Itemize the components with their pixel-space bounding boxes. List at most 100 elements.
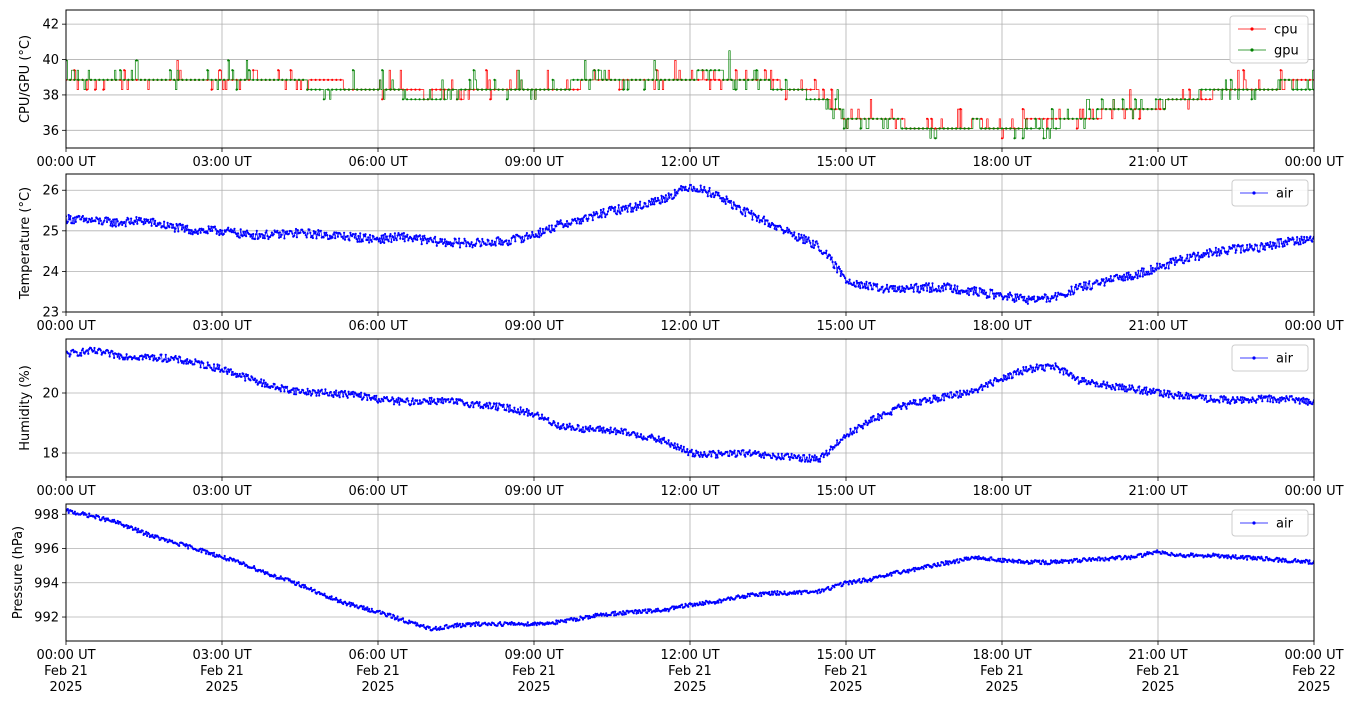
- data-point: [250, 233, 253, 236]
- data-point: [743, 594, 746, 597]
- data-point: [294, 393, 298, 396]
- data-point: [184, 545, 187, 548]
- data-point: [286, 385, 289, 388]
- data-point: [558, 222, 562, 225]
- data-point: [700, 453, 703, 456]
- data-point: [970, 388, 973, 391]
- x-tick-label-line: 12:00 UT: [660, 319, 719, 334]
- data-point: [1185, 257, 1188, 260]
- data-point: [1280, 560, 1283, 563]
- data-point: [556, 220, 559, 223]
- data-point: [564, 88, 567, 91]
- data-point: [108, 218, 111, 221]
- data-point: [398, 403, 401, 406]
- data-point: [714, 456, 718, 459]
- data-point: [731, 207, 734, 210]
- data-point: [125, 353, 128, 356]
- data-point: [1221, 88, 1224, 91]
- data-point: [1263, 245, 1266, 248]
- data-point: [606, 428, 609, 431]
- data-point: [416, 399, 419, 402]
- data-point: [77, 78, 80, 81]
- data-point: [106, 349, 109, 352]
- data-point: [293, 393, 296, 396]
- data-point: [1025, 365, 1028, 369]
- data-point: [1100, 385, 1103, 388]
- data-point: [210, 88, 213, 91]
- data-point: [1059, 561, 1062, 564]
- data-point: [489, 98, 492, 101]
- data-point: [365, 393, 368, 396]
- data-point: [926, 283, 930, 287]
- data-point: [1123, 390, 1127, 393]
- data-point: [1073, 376, 1076, 379]
- data-point: [992, 292, 995, 295]
- data-point: [1096, 279, 1099, 282]
- data-point: [512, 623, 515, 626]
- data-point: [889, 571, 892, 574]
- data-point: [1081, 286, 1084, 289]
- data-point: [1181, 394, 1184, 397]
- data-point: [877, 418, 881, 422]
- data-point: [674, 446, 677, 449]
- data-point: [1304, 402, 1308, 405]
- data-point: [852, 281, 856, 284]
- data-point: [543, 231, 546, 234]
- data-point: [991, 288, 994, 292]
- data-point: [1238, 399, 1242, 402]
- data-point: [902, 289, 905, 292]
- data-point: [116, 355, 119, 358]
- data-point: [460, 88, 463, 91]
- data-point: [1138, 385, 1141, 388]
- legend-label-air: air: [1276, 187, 1294, 202]
- data-point: [478, 240, 481, 243]
- data-point: [701, 600, 704, 604]
- data-point: [885, 575, 888, 578]
- data-point: [1140, 552, 1143, 556]
- data-point: [935, 565, 939, 568]
- data-point: [1085, 288, 1088, 291]
- data-point: [680, 603, 684, 606]
- data-point: [1182, 554, 1185, 557]
- data-point: [190, 229, 193, 232]
- data-point: [763, 78, 767, 81]
- data-point: [557, 223, 560, 226]
- data-point: [127, 78, 130, 81]
- data-point: [1243, 396, 1246, 399]
- data-point: [997, 292, 1000, 295]
- data-point: [1265, 243, 1268, 247]
- data-point: [1143, 552, 1146, 555]
- data-point: [979, 287, 982, 290]
- data-point: [738, 206, 742, 209]
- data-point: [1304, 398, 1307, 401]
- data-point: [1015, 373, 1018, 376]
- data-point: [148, 221, 151, 224]
- data-point: [1103, 559, 1106, 562]
- data-point: [553, 421, 556, 424]
- data-point: [1226, 557, 1229, 560]
- data-point: [451, 624, 454, 627]
- data-point: [815, 455, 818, 459]
- data-point: [1061, 561, 1064, 564]
- data-point: [1216, 251, 1219, 254]
- data-point: [71, 509, 74, 513]
- data-point: [518, 88, 521, 91]
- data-point: [366, 606, 369, 609]
- data-point: [1103, 284, 1106, 287]
- data-point: [212, 363, 216, 366]
- data-point: [578, 222, 581, 225]
- data-point: [280, 233, 283, 236]
- data-point: [695, 449, 698, 452]
- data-point: [443, 98, 446, 101]
- data-point: [797, 232, 800, 236]
- data-point: [212, 369, 215, 372]
- data-point: [485, 243, 488, 246]
- data-point: [872, 414, 875, 418]
- data-point: [908, 403, 911, 406]
- data-point: [472, 406, 475, 409]
- data-point: [247, 69, 251, 72]
- data-point: [614, 427, 617, 430]
- data-point: [816, 242, 819, 245]
- data-point: [368, 396, 372, 400]
- data-point: [565, 423, 569, 426]
